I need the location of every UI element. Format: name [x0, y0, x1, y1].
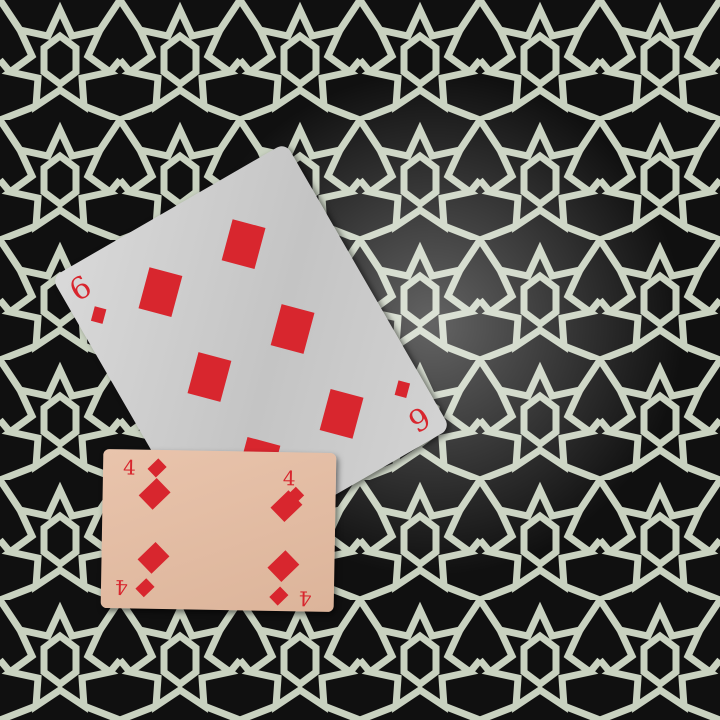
- diamond-icon: [90, 306, 107, 324]
- diamond-icon: [138, 267, 183, 318]
- card-rank-top-left: 4: [122, 455, 137, 480]
- diamond-icon: [394, 380, 411, 398]
- diamond-icon: [267, 550, 300, 583]
- card-rank-bottom-right: 4: [298, 586, 312, 611]
- diamond-icon: [270, 304, 315, 354]
- diamond-icon: [135, 578, 155, 598]
- diamond-icon: [147, 458, 167, 478]
- diamond-icon: [319, 388, 364, 439]
- diamond-icon: [137, 541, 170, 574]
- card-rank-bottom: 6: [401, 398, 436, 439]
- diamond-icon: [221, 219, 266, 270]
- card-rank-bottom-left: 4: [114, 575, 128, 600]
- diamond-icon: [187, 352, 232, 402]
- card-rank-top: 6: [63, 269, 98, 309]
- diamond-icon: [269, 586, 289, 606]
- diamond-icon: [138, 478, 171, 510]
- card-rank-top-right: 4: [282, 466, 296, 491]
- four-of-diamonds-card: 4 4 4 4: [100, 448, 337, 613]
